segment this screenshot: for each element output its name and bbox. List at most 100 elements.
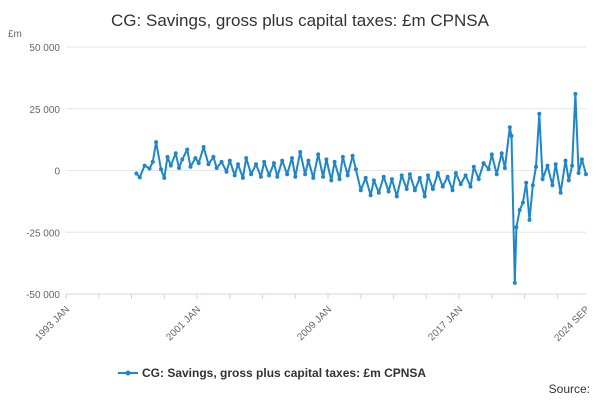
data-point	[329, 178, 334, 183]
data-point	[240, 175, 245, 180]
data-point	[530, 183, 535, 188]
data-point	[524, 180, 529, 185]
data-point	[376, 190, 381, 195]
data-point	[566, 178, 571, 183]
data-point	[206, 162, 211, 167]
data-point	[517, 208, 522, 212]
data-point	[527, 217, 532, 222]
data-point	[584, 172, 588, 177]
data-point	[340, 154, 345, 159]
legend-swatch-marker	[125, 370, 131, 376]
data-point	[275, 174, 280, 179]
data-point	[570, 163, 575, 168]
data-point	[386, 189, 391, 194]
data-point	[201, 145, 206, 149]
data-point	[173, 151, 178, 156]
data-point	[324, 157, 329, 162]
data-point	[463, 173, 468, 178]
data-point	[576, 171, 581, 175]
y-axis-unit-label: £m	[8, 29, 22, 40]
data-point	[471, 164, 476, 169]
data-point	[458, 182, 463, 187]
data-point	[489, 152, 494, 157]
data-point	[507, 125, 512, 130]
data-point	[280, 158, 285, 163]
y-axis-ticks: 50 000 25 000 0 -25 000 -50 000	[26, 43, 60, 301]
data-point	[404, 187, 409, 191]
x-tick-label: 2017 JAN	[426, 304, 465, 343]
data-point	[267, 173, 272, 178]
x-tick-label: 2001 JAN	[164, 304, 203, 343]
data-point	[453, 171, 458, 175]
legend-label: CG: Savings, gross plus capital taxes: £…	[142, 366, 426, 380]
data-point	[358, 188, 363, 193]
data-point	[272, 161, 276, 166]
data-point	[540, 177, 545, 182]
data-point	[196, 161, 201, 166]
data-point	[550, 183, 555, 188]
data-point	[214, 166, 219, 170]
data-series	[134, 91, 588, 285]
data-point	[579, 157, 584, 162]
data-point	[142, 163, 147, 168]
data-point	[417, 175, 422, 180]
data-point	[476, 177, 481, 182]
data-point	[381, 174, 386, 179]
data-point	[394, 194, 399, 199]
data-point	[224, 169, 229, 174]
data-point	[450, 188, 455, 193]
data-point	[573, 91, 578, 96]
data-point	[249, 172, 254, 177]
y-tick-label: 0	[54, 167, 60, 178]
data-point	[188, 164, 193, 169]
data-point	[193, 156, 198, 161]
data-point	[285, 172, 290, 177]
data-point	[177, 166, 181, 170]
data-point	[244, 156, 249, 161]
data-point	[363, 175, 368, 180]
chart-title: CG: Savings, gross plus capital taxes: £…	[111, 11, 490, 30]
data-point	[537, 111, 542, 116]
data-point	[262, 159, 267, 164]
data-point	[558, 190, 563, 195]
data-point	[407, 172, 412, 177]
data-point	[422, 194, 427, 199]
data-point	[162, 175, 167, 180]
data-point	[147, 166, 152, 171]
data-point	[353, 167, 358, 172]
data-point	[165, 154, 170, 159]
data-point	[371, 178, 376, 183]
x-axis: 1993 JAN 2001 JAN 2009 JAN 2017 JAN 2024 SEP	[33, 293, 592, 344]
data-point	[290, 156, 294, 161]
data-point	[219, 159, 224, 164]
data-point	[430, 187, 435, 191]
data-point	[227, 158, 232, 163]
data-point	[514, 225, 519, 230]
data-point	[486, 167, 491, 172]
data-point	[159, 167, 163, 172]
y-tick-label: 50 000	[29, 43, 60, 54]
data-point	[481, 161, 486, 166]
data-point	[137, 175, 142, 180]
data-point	[563, 158, 568, 163]
data-point	[337, 177, 342, 182]
x-tick-label: 1993 JAN	[33, 304, 72, 343]
data-point	[512, 280, 517, 285]
data-point	[236, 162, 240, 167]
data-point	[298, 150, 303, 154]
source-label: Source:	[549, 382, 590, 396]
data-point	[412, 188, 417, 193]
x-tick-label: 2024 SEP	[552, 304, 592, 344]
data-point	[502, 166, 507, 170]
data-point	[435, 171, 440, 175]
data-point	[534, 164, 538, 169]
data-point	[499, 151, 504, 156]
data-point	[293, 174, 298, 179]
legend[interactable]: CG: Savings, gross plus capital taxes: £…	[118, 366, 426, 380]
data-point	[520, 200, 525, 205]
y-tick-label: -50 000	[26, 290, 60, 301]
data-point	[332, 159, 337, 164]
data-point	[440, 184, 445, 189]
data-point	[258, 174, 263, 179]
